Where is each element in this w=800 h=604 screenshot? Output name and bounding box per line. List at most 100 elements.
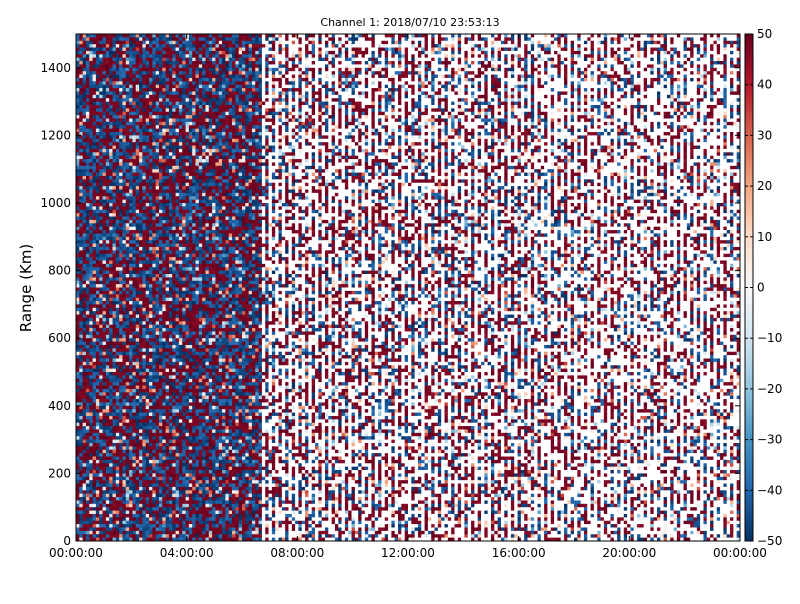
heatmap-cell <box>113 196 117 200</box>
heatmap-cell <box>106 34 110 38</box>
heatmap-cell <box>179 48 183 52</box>
heatmap-cell <box>119 196 123 200</box>
heatmap-cell <box>136 443 140 447</box>
heatmap-cell <box>103 102 107 106</box>
heatmap-cell <box>139 162 143 166</box>
heatmap-cell <box>86 365 90 369</box>
heatmap-cell <box>96 105 100 109</box>
heatmap-cell <box>176 139 180 143</box>
heatmap-cell <box>149 406 153 410</box>
heatmap-cell <box>86 173 90 177</box>
heatmap-cell <box>103 436 107 440</box>
heatmap-cell <box>96 81 100 85</box>
heatmap-cell <box>136 152 140 156</box>
heatmap-cell <box>182 183 186 187</box>
heatmap-cell <box>106 176 110 180</box>
heatmap-cell <box>96 95 100 99</box>
heatmap-cell <box>142 277 146 281</box>
heatmap-cell <box>169 105 173 109</box>
heatmap-cell <box>119 460 123 464</box>
heatmap-cell <box>129 142 133 146</box>
heatmap-cell <box>169 480 173 484</box>
heatmap-cell <box>99 507 103 511</box>
heatmap-cell <box>132 318 136 322</box>
heatmap-cell <box>103 139 107 143</box>
heatmap-cell <box>176 196 180 200</box>
heatmap-cell <box>186 115 190 119</box>
heatmap-cell <box>116 193 120 197</box>
heatmap-cell <box>93 446 97 450</box>
heatmap-cell <box>99 382 103 386</box>
heatmap-cell <box>159 443 163 447</box>
heatmap-cell <box>86 112 90 116</box>
heatmap-cell <box>176 362 180 366</box>
heatmap-cell <box>159 480 163 484</box>
heatmap-cell <box>76 358 80 362</box>
heatmap-cell <box>99 308 103 312</box>
heatmap-cell <box>162 500 166 504</box>
heatmap-cell <box>146 244 150 248</box>
heatmap-cell <box>122 288 126 292</box>
heatmap-cell <box>96 389 100 393</box>
heatmap-cell <box>169 284 173 288</box>
heatmap-cell <box>142 37 146 41</box>
heatmap-cell <box>149 54 153 58</box>
heatmap-cell <box>166 122 170 126</box>
heatmap-cell <box>132 342 136 346</box>
heatmap-cell <box>96 135 100 139</box>
heatmap-cell <box>172 152 176 156</box>
heatmap-cell <box>126 382 130 386</box>
heatmap-cell <box>103 105 107 109</box>
heatmap-cell <box>166 338 170 342</box>
heatmap-cell <box>142 440 146 444</box>
heatmap-cell <box>109 389 113 393</box>
heatmap-cell <box>83 85 87 89</box>
heatmap-cell <box>169 473 173 477</box>
heatmap-cell <box>89 159 93 163</box>
heatmap-cell <box>176 68 180 72</box>
heatmap-cell <box>136 91 140 95</box>
heatmap-cell <box>149 206 153 210</box>
heatmap-cell <box>79 105 83 109</box>
heatmap-cell <box>86 527 90 531</box>
heatmap-cell <box>159 193 163 197</box>
heatmap-cell <box>116 267 120 271</box>
heatmap-cell <box>136 402 140 406</box>
heatmap-cell <box>136 490 140 494</box>
heatmap-cell <box>76 291 80 295</box>
heatmap-cell <box>176 511 180 515</box>
heatmap-cell <box>76 423 80 427</box>
heatmap-cell <box>109 274 113 278</box>
heatmap-cell <box>83 291 87 295</box>
heatmap-cell <box>152 267 156 271</box>
heatmap-cell <box>99 460 103 464</box>
heatmap-cell <box>119 473 123 477</box>
heatmap-cell <box>109 58 113 62</box>
heatmap-cell <box>113 392 117 396</box>
heatmap-cell <box>146 281 150 285</box>
heatmap-cell <box>132 426 136 430</box>
heatmap-cell <box>129 203 133 207</box>
heatmap-cell <box>86 480 90 484</box>
heatmap-cell <box>86 473 90 477</box>
heatmap-cell <box>149 119 153 123</box>
heatmap-cell <box>83 125 87 129</box>
heatmap-cell <box>172 213 176 217</box>
heatmap-cell <box>113 338 117 342</box>
heatmap-cell <box>159 115 163 119</box>
heatmap-cell <box>149 91 153 95</box>
heatmap-cell <box>159 37 163 41</box>
heatmap-cell <box>106 304 110 308</box>
heatmap-cell <box>116 379 120 383</box>
heatmap-cell <box>116 308 120 312</box>
heatmap-cell <box>179 254 183 258</box>
heatmap-cell <box>149 233 153 237</box>
heatmap-cell <box>152 193 156 197</box>
heatmap-cell <box>152 304 156 308</box>
heatmap-cell <box>126 298 130 302</box>
heatmap-cell <box>166 331 170 335</box>
heatmap-cell <box>136 298 140 302</box>
heatmap-cell <box>83 419 87 423</box>
heatmap-cell <box>109 467 113 471</box>
